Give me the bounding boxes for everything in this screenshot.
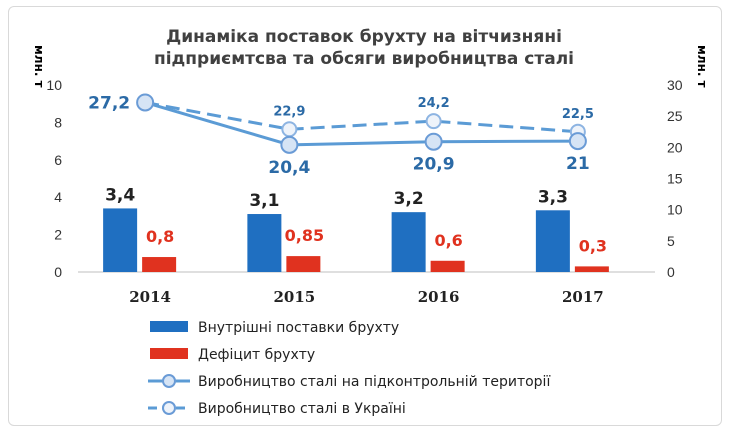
left-axis-tick-label: 0 xyxy=(54,264,62,280)
right-axis-tick-label: 10 xyxy=(667,202,683,218)
point-controlled-steel-output-label: 20,4 xyxy=(268,158,310,178)
point-controlled-steel-output xyxy=(280,135,299,154)
right-axis-tick-label: 15 xyxy=(667,171,683,187)
category-label: 2015 xyxy=(274,288,316,306)
bar-domestic-supply xyxy=(535,210,570,272)
category-label: 2017 xyxy=(562,288,604,306)
point-controlled-steel-output-label: 27,2 xyxy=(88,93,130,113)
bar-scrap-deficit xyxy=(574,266,609,272)
legend-swatch xyxy=(150,321,188,332)
right-axis-tick-label: 25 xyxy=(667,108,683,124)
right-axis-unit-label: млн. т xyxy=(695,45,709,88)
right-axis-tick-label: 20 xyxy=(667,139,683,155)
left-axis-tick-label: 2 xyxy=(54,227,62,243)
bar-scrap-deficit-label: 0,6 xyxy=(434,231,462,250)
legend-swatch xyxy=(150,348,188,359)
bar-domestic-supply xyxy=(103,208,138,272)
line-controlled-steel-output xyxy=(144,101,578,147)
bar-scrap-deficit xyxy=(286,256,321,272)
point-ukraine-steel-output-label: 22,9 xyxy=(273,104,305,119)
bar-domestic-supply xyxy=(391,212,426,272)
bar-domestic-supply-label: 3,4 xyxy=(105,185,135,205)
right-axis-tick-label: 5 xyxy=(667,233,675,249)
legend-swatch-marker xyxy=(162,374,176,388)
point-controlled-steel-output xyxy=(568,132,587,151)
legend-label: Дефіцит брухту xyxy=(198,347,315,363)
legend-label: Виробництво сталі в Україні xyxy=(198,401,406,417)
chart-title-line-1: Динаміка поставок брухту на вітчизняні xyxy=(166,27,562,47)
bar-scrap-deficit xyxy=(430,260,465,272)
bar-scrap-deficit-label: 0,85 xyxy=(285,226,324,245)
left-axis-tick-label: 8 xyxy=(54,114,62,130)
left-axis-tick-label: 6 xyxy=(54,152,62,168)
legend-label: Виробництво сталі на підконтрольній тери… xyxy=(198,374,550,390)
point-ukraine-steel-output-label: 22,5 xyxy=(562,107,594,122)
point-controlled-steel-output xyxy=(424,132,443,151)
chart-title-line-2: підприємтсва та обсяги виробництва сталі xyxy=(154,49,574,69)
bar-domestic-supply-label: 3,3 xyxy=(538,187,568,207)
bar-scrap-deficit xyxy=(142,257,177,272)
bar-scrap-deficit-label: 0,8 xyxy=(146,227,174,246)
point-controlled-steel-output xyxy=(136,93,155,112)
point-controlled-steel-output-label: 21 xyxy=(566,154,590,174)
right-axis-tick-label: 30 xyxy=(667,77,683,93)
point-ukraine-steel-output-label: 24,2 xyxy=(418,96,450,111)
line-ukraine-steel-output xyxy=(144,100,578,134)
left-axis-unit-label: млн. т xyxy=(32,45,46,88)
category-label: 2016 xyxy=(418,288,460,306)
bar-domestic-supply-label: 3,2 xyxy=(394,189,424,209)
bar-scrap-deficit-label: 0,3 xyxy=(579,236,607,255)
point-controlled-steel-output-label: 20,9 xyxy=(413,155,455,175)
point-ukraine-steel-output xyxy=(281,121,298,138)
bar-domestic-supply xyxy=(247,214,282,272)
left-axis-tick-label: 4 xyxy=(54,189,62,205)
right-axis-tick-label: 0 xyxy=(667,264,675,280)
bar-domestic-supply-label: 3,1 xyxy=(249,191,279,211)
legend-swatch-marker xyxy=(162,401,176,415)
left-axis-tick-label: 10 xyxy=(46,77,62,93)
legend-label: Внутрішні поставки брухту xyxy=(198,320,399,336)
category-label: 2014 xyxy=(129,288,171,306)
point-ukraine-steel-output xyxy=(425,113,442,130)
